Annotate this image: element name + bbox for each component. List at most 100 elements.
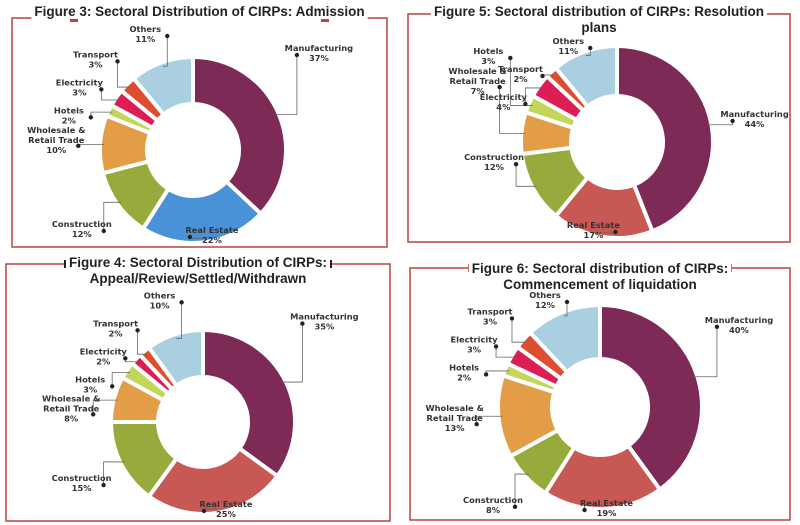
category-label: Others bbox=[529, 290, 561, 300]
leader-line bbox=[515, 164, 537, 187]
data-label: Wholesale & Retail Trade 7% bbox=[448, 66, 506, 96]
data-label: Others 12% bbox=[529, 290, 561, 310]
category-label: Retail Trade bbox=[427, 413, 484, 423]
value-label: 44% bbox=[745, 119, 766, 129]
value-label: 13% bbox=[445, 423, 466, 433]
leader-line bbox=[175, 302, 182, 339]
leader-dot bbox=[101, 482, 106, 488]
value-label: 12% bbox=[535, 300, 556, 310]
figure-panel-4: Figure 6: Sectoral distribution of CIRPs… bbox=[409, 261, 791, 521]
data-label: Hotels 3% bbox=[75, 374, 105, 394]
category-label: Others bbox=[552, 36, 584, 46]
leader-dot bbox=[474, 421, 479, 427]
value-label: 3% bbox=[88, 59, 103, 69]
value-label: 11% bbox=[558, 46, 579, 56]
value-label: 22% bbox=[202, 235, 223, 245]
category-label: Electricity bbox=[80, 346, 128, 356]
figure-panel-2: Figure 5: Sectoral distribution of CIRPs… bbox=[407, 4, 791, 243]
leader-dot bbox=[109, 384, 115, 389]
chart-title: Commencement of liquidation bbox=[503, 277, 697, 292]
leader-line bbox=[274, 55, 298, 116]
leader-line bbox=[563, 302, 568, 317]
panel-frame bbox=[5, 263, 391, 522]
value-label: 2% bbox=[513, 74, 528, 84]
value-label: 3% bbox=[483, 316, 498, 326]
leader-line bbox=[585, 48, 591, 56]
category-label: Hotels bbox=[473, 46, 503, 56]
chart-title: Figure 6: Sectoral distribution of CIRPs… bbox=[472, 261, 729, 276]
data-label: Transport 3% bbox=[73, 49, 118, 69]
category-label: Real Estate bbox=[185, 225, 238, 235]
slice-others bbox=[552, 43, 619, 110]
value-label: 3% bbox=[467, 344, 482, 354]
figure-panel-3: Figure 4: Sectoral Distribution of CIRPs… bbox=[5, 255, 391, 522]
value-label: 2% bbox=[62, 115, 77, 125]
category-label: Transport bbox=[73, 49, 118, 59]
data-label: Transport 2% bbox=[93, 318, 138, 338]
data-label: Electricity 4% bbox=[480, 92, 528, 112]
value-label: 15% bbox=[72, 483, 93, 493]
leader-dot bbox=[165, 33, 170, 39]
chart-title: plans bbox=[581, 20, 616, 35]
leader-dot bbox=[483, 372, 489, 377]
leader-line bbox=[117, 61, 131, 88]
data-label: Wholesale & Retail Trade 10% bbox=[27, 125, 85, 155]
value-label: 4% bbox=[496, 102, 511, 112]
category-label: Electricity bbox=[450, 334, 498, 344]
value-label: 8% bbox=[64, 413, 79, 423]
category-label: Real Estate bbox=[580, 498, 633, 508]
leader-line bbox=[92, 399, 118, 415]
category-label: Wholesale & bbox=[27, 125, 85, 135]
value-label: 12% bbox=[484, 162, 505, 172]
leader-dot bbox=[76, 143, 81, 148]
value-label: 2% bbox=[96, 356, 111, 366]
value-label: 3% bbox=[481, 56, 496, 66]
category-label: Electricity bbox=[480, 92, 528, 102]
value-label: 3% bbox=[72, 87, 87, 97]
leader-dot bbox=[115, 59, 120, 64]
category-label: Transport bbox=[93, 318, 138, 328]
leader-dot bbox=[509, 316, 515, 321]
data-label: Real Estate 25% bbox=[199, 499, 252, 519]
category-label: Retail Trade bbox=[450, 76, 507, 86]
leader-dot bbox=[497, 84, 502, 90]
leader-line bbox=[511, 318, 527, 343]
panel-frame bbox=[407, 13, 791, 243]
chart-title: Figure 3: Sectoral Distribution of CIRPs… bbox=[34, 4, 364, 19]
leader-line bbox=[103, 461, 125, 486]
value-label: 10% bbox=[46, 145, 67, 155]
leader-dot bbox=[135, 328, 140, 333]
leader-dot bbox=[523, 101, 528, 107]
slice-others bbox=[527, 302, 602, 375]
leader-line bbox=[103, 201, 121, 231]
value-label: 37% bbox=[309, 53, 330, 63]
leader-line bbox=[499, 87, 526, 134]
category-label: Construction bbox=[52, 219, 112, 229]
category-label: Manufacturing bbox=[720, 109, 789, 119]
slice-manufacturing bbox=[191, 54, 288, 217]
data-label: Hotels 3% bbox=[473, 46, 503, 66]
value-label: 40% bbox=[729, 325, 750, 335]
value-label: 35% bbox=[314, 322, 335, 332]
data-label: Electricity 2% bbox=[80, 346, 128, 366]
panel-frame bbox=[11, 17, 388, 248]
data-label: Manufacturing 35% bbox=[290, 312, 359, 332]
data-label: Electricity 3% bbox=[56, 77, 104, 97]
slice-others bbox=[130, 54, 195, 118]
leader-line bbox=[476, 415, 503, 425]
value-label: 8% bbox=[486, 505, 501, 515]
figure-panel-1: Figure 3: Sectoral Distribution of CIRPs… bbox=[11, 4, 388, 248]
category-label: Construction bbox=[464, 152, 524, 162]
value-label: 10% bbox=[150, 300, 171, 310]
leader-dot bbox=[588, 45, 593, 51]
data-label: Manufacturing 37% bbox=[285, 43, 354, 63]
category-label: Real Estate bbox=[567, 220, 620, 230]
chart-title: Figure 4: Sectoral Distribution of CIRPs… bbox=[69, 255, 327, 270]
slice-others bbox=[146, 327, 205, 389]
category-label: Wholesale & bbox=[42, 393, 100, 403]
data-label: Manufacturing 40% bbox=[705, 315, 774, 335]
data-label: Wholesale & Retail Trade 8% bbox=[42, 393, 100, 423]
category-label: Retail Trade bbox=[43, 403, 100, 413]
category-label: Wholesale & bbox=[425, 403, 483, 413]
data-label: Wholesale & Retail Trade 13% bbox=[425, 403, 483, 433]
